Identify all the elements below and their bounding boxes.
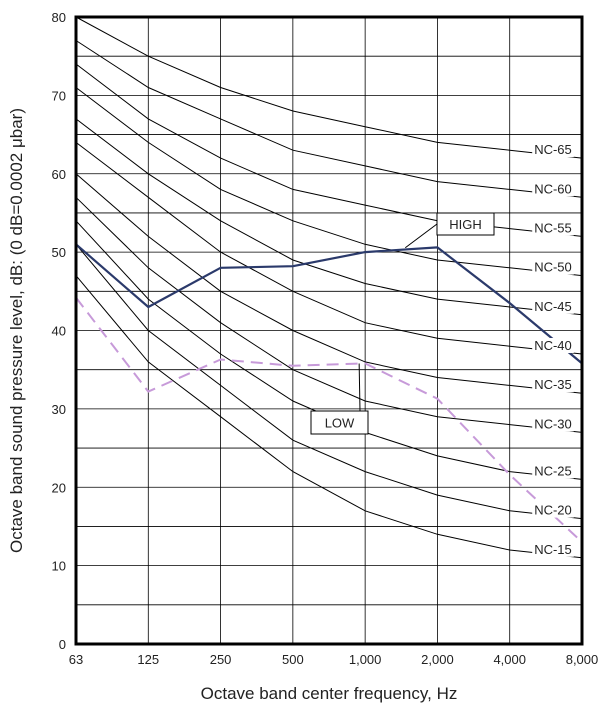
nc-curve-label: NC-60 [534, 181, 572, 196]
nc-curve-label: NC-30 [534, 416, 572, 431]
nc-curve-label: NC-65 [534, 142, 572, 157]
y-tick-label: 20 [52, 480, 66, 495]
nc-curve-label: NC-25 [534, 463, 572, 478]
x-tick-label: 8,000 [566, 652, 599, 667]
nc-curve-line [75, 63, 583, 237]
nc-label-background [532, 502, 574, 518]
y-axis-title: Octave band sound pressure level, dB: (0… [7, 108, 26, 553]
x-tick-label: 125 [137, 652, 159, 667]
nc-label-background [532, 463, 574, 479]
x-tick-label: 4,000 [493, 652, 526, 667]
nc-label-background [532, 220, 574, 236]
y-tick-label: 50 [52, 245, 66, 260]
nc-label-background [532, 338, 574, 354]
nc-curve-label: NC-15 [534, 542, 572, 557]
nc-label-background [532, 541, 574, 557]
callout-label: HIGH [449, 217, 482, 232]
y-tick-label: 10 [52, 559, 66, 574]
nc-curve-line [75, 275, 583, 559]
callout-leader-line [358, 363, 361, 412]
nc-curve-line [75, 16, 583, 159]
nc-curve-label: NC-35 [534, 377, 572, 392]
callout-label: LOW [325, 416, 355, 431]
nc-curve-line [75, 173, 583, 394]
callout-box [310, 410, 369, 435]
label-layer: NC-65 NC-60 NC-55 NC-50 NC-45 NC-40 NC-35 NC-30… [310, 142, 574, 557]
y-tick-label: 40 [52, 324, 66, 339]
nc-curve-line [75, 196, 583, 433]
nc-label-background [532, 181, 574, 197]
nc-curve-label: NC-45 [534, 299, 572, 314]
nc-label-background [532, 377, 574, 393]
y-tick-label: 80 [52, 10, 66, 25]
grid-layer [76, 17, 582, 644]
y-tick-label: 70 [52, 88, 66, 103]
nc-curve-line [75, 118, 583, 316]
y-tick-label: 0 [59, 637, 66, 652]
nc-curve-label: NC-20 [534, 503, 572, 518]
nc-curve-line [75, 87, 583, 277]
nc-curve-line [75, 40, 583, 198]
callout-leader-line [404, 223, 438, 249]
plot-frame [74, 15, 584, 646]
nc-label-background [532, 259, 574, 275]
nc-label-background [532, 416, 574, 432]
nc-curve-label: NC-50 [534, 260, 572, 275]
y-tick-label: 60 [52, 167, 66, 182]
x-tick-label: 500 [282, 652, 304, 667]
nc-curve-line [75, 243, 583, 520]
series-line-low [75, 296, 583, 543]
x-tick-label: 2,000 [421, 652, 454, 667]
nc-curve-label: NC-55 [534, 220, 572, 235]
callout-box [436, 212, 495, 236]
x-tick-label: 1,000 [349, 652, 382, 667]
nc-curve-label: NC-40 [534, 338, 572, 353]
series-line-high [75, 243, 583, 365]
nc-label-background [532, 298, 574, 314]
x-tick-label: 250 [210, 652, 232, 667]
nc-label-background [532, 142, 574, 158]
nc-curves-layer [75, 16, 583, 559]
y-tick-label: 30 [52, 402, 66, 417]
series-layer [75, 243, 583, 543]
x-axis-title: Octave band center frequency, Hz [201, 684, 458, 703]
x-tick-label: 63 [69, 652, 83, 667]
tick-layer: 63 125 250 500 1,000 2,000 4,000 8,000 0 10 20 30 40… [52, 10, 599, 667]
nc-curve-line [75, 142, 583, 355]
